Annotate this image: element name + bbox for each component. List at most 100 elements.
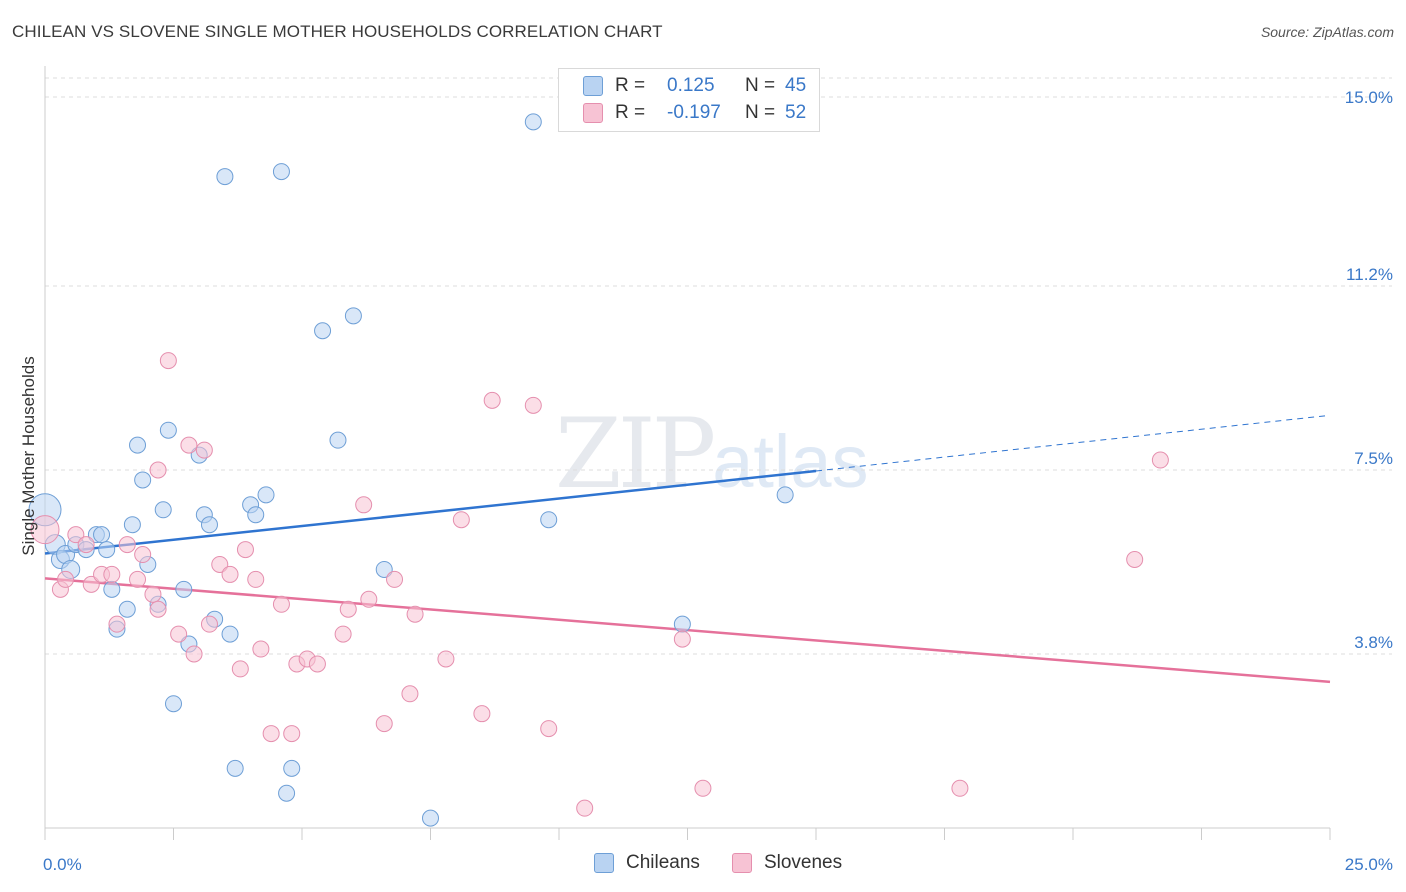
slovenes-point	[540, 720, 558, 738]
chileans-point	[329, 431, 347, 449]
slovenes-point	[30, 515, 60, 545]
slovenes-point	[1151, 451, 1169, 469]
chileans-point	[375, 560, 393, 578]
slovenes-point	[159, 352, 177, 370]
legend-row-slovenes: R = -0.197 N = 52	[583, 101, 806, 125]
slovenes-point	[1126, 551, 1144, 569]
chileans-point	[200, 516, 218, 534]
y-tick-label: 3.8%	[1354, 633, 1393, 652]
correlation-legend: R = 0.125 N = 45 R = -0.197 N = 52	[558, 68, 820, 132]
chileans-point	[159, 421, 177, 439]
slovenes-point	[283, 725, 301, 743]
chileans-point	[314, 322, 332, 340]
slovenes-point	[149, 600, 167, 618]
slovenes-point	[231, 660, 249, 678]
chileans-point	[175, 580, 193, 598]
slovenes-point	[180, 436, 198, 454]
chileans-point	[165, 695, 182, 713]
legend-item-chileans: Chileans	[594, 852, 700, 874]
legend-item-slovenes: Slovenes	[731, 852, 843, 874]
slovenes-point	[386, 570, 404, 588]
chileans-point	[134, 471, 152, 489]
slovenes-point	[406, 605, 424, 623]
r-label: R =	[615, 75, 646, 96]
n-value: 45	[785, 75, 807, 96]
chart-title: CHILEAN VS SLOVENE SINGLE MOTHER HOUSEHO…	[12, 22, 663, 41]
r-value: -0.197	[667, 102, 721, 123]
chileans-point	[776, 486, 794, 504]
chileans-point	[226, 759, 244, 777]
slovenes-point	[247, 570, 265, 588]
chileans-trend-line	[44, 469, 817, 555]
slovenes-point	[694, 779, 712, 797]
slovenes-point	[129, 570, 147, 588]
series-legend: Chileans Slovenes	[594, 852, 874, 874]
chileans-point	[129, 436, 147, 454]
slovenes-swatch	[731, 853, 752, 873]
slovenes-point	[67, 526, 85, 544]
chileans-point	[98, 541, 116, 559]
n-label: N =	[745, 75, 776, 96]
chileans-point	[257, 486, 275, 504]
slovenes-point	[272, 595, 290, 613]
legend-label-slovenes: Slovenes	[763, 852, 843, 873]
slovenes-point	[170, 625, 188, 643]
y-tick-label: 7.5%	[1354, 449, 1393, 468]
slovenes-point	[82, 575, 100, 593]
slovenes-point	[200, 615, 218, 633]
slovenes-point	[144, 585, 162, 603]
slovenes-point	[118, 536, 136, 554]
slovenes-point	[524, 396, 542, 414]
chileans-point	[422, 809, 439, 827]
slovenes-swatch	[583, 103, 603, 123]
slovenes-point	[951, 779, 969, 797]
slovenes-point	[221, 565, 239, 583]
chileans-point	[216, 168, 234, 186]
y-tick-label: 11.2%	[1346, 265, 1393, 284]
n-value: 52	[785, 102, 807, 123]
chileans-point	[524, 113, 542, 131]
gridlines	[45, 77, 1392, 655]
chileans-point	[123, 516, 141, 534]
slovenes-point	[576, 799, 594, 817]
chileans-point	[283, 759, 301, 777]
r-value: 0.125	[667, 75, 715, 96]
slovenes-point	[134, 546, 152, 564]
chileans-point	[103, 580, 121, 598]
slovenes-point	[57, 570, 75, 588]
chileans-point	[344, 307, 362, 325]
chileans-point	[221, 625, 239, 643]
n-label: N =	[745, 102, 776, 123]
slovenes-point	[334, 625, 352, 643]
slovenes-point	[437, 650, 455, 668]
chileans-swatch	[583, 76, 603, 96]
slovenes-point	[483, 391, 501, 409]
chileans-point	[673, 615, 691, 633]
chileans-point	[154, 501, 172, 519]
tick-labels: 3.8% 7.5% 11.2% 15.0% 0.0% 25.0%	[43, 88, 1393, 874]
r-label: R =	[615, 102, 646, 123]
slovenes-point	[185, 645, 203, 663]
y-tick-label: 15.0%	[1345, 88, 1393, 107]
slovenes-point	[452, 511, 470, 529]
slovenes-point	[673, 630, 691, 648]
legend-label-chileans: Chileans	[626, 852, 700, 873]
chileans-point	[93, 526, 111, 544]
slovenes-point	[262, 725, 280, 743]
chileans-point	[247, 506, 265, 524]
slovenes-point	[77, 536, 95, 554]
slovenes-point	[149, 461, 167, 479]
slovenes-point	[473, 705, 491, 723]
data-points	[28, 113, 1169, 827]
chileans-point	[272, 163, 290, 181]
slovenes-point	[401, 685, 419, 703]
chileans-swatch	[594, 853, 614, 873]
slovenes-point	[236, 541, 254, 559]
chileans-point	[278, 784, 296, 802]
x-tick-label: 0.0%	[43, 855, 82, 874]
slovenes-point	[339, 600, 357, 618]
y-axis-label: Single Mother Households	[19, 356, 38, 556]
slovenes-point	[108, 615, 126, 633]
slovenes-point	[360, 590, 378, 608]
